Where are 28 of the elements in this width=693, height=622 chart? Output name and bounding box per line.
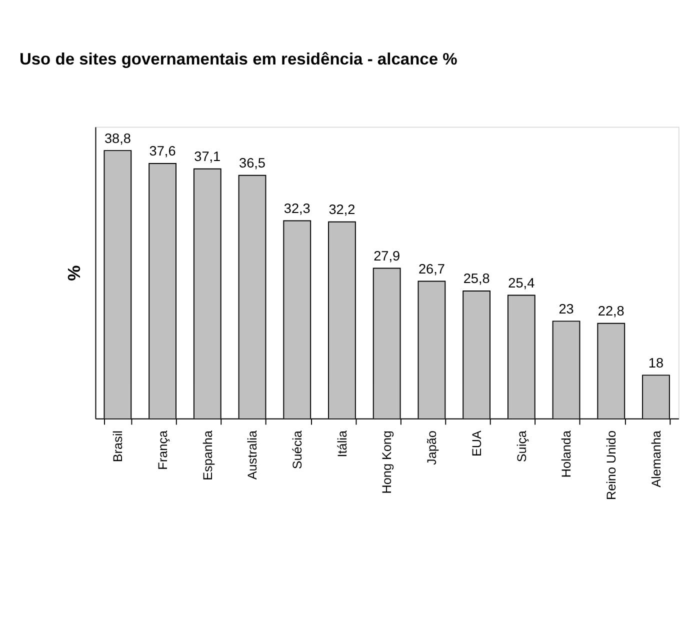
x-tick-label: Brasil [111,430,126,462]
data-label: 26,7 [418,261,445,276]
data-label: 38,8 [104,130,131,146]
x-tick-label: Itália [335,430,350,458]
data-label: 18 [648,355,664,370]
data-label: 27,9 [374,248,400,264]
x-tick-label: Australia [246,430,260,480]
data-label: 22,8 [598,304,624,319]
y-axis-title: % [64,264,84,281]
x-tick-label: Espanha [200,430,215,480]
x-tick-label: Suécia [290,430,304,470]
data-label: 37,1 [194,149,221,164]
data-label: 25,8 [463,271,490,286]
data-label: 36,5 [239,156,266,171]
data-label: 32,2 [328,202,356,218]
chart-title: Uso de sites governamentais em residência - alcance % [19,50,458,69]
x-tick-label: Holanda [560,430,574,478]
data-label: 25,4 [508,275,536,290]
data-label: 37,6 [149,144,176,159]
x-tick-label: Japão [425,430,440,465]
x-tick-label: Alemanha [649,430,664,488]
x-tick-label: Reino Unido [604,430,619,500]
x-tick-label: Suiça [514,430,529,462]
x-tick-label: França [156,430,170,470]
x-tick-label: Hong Kong [380,430,394,494]
x-tick-label: EUA [470,430,484,457]
data-label: 32,3 [284,200,310,216]
data-label: 23 [558,301,574,316]
